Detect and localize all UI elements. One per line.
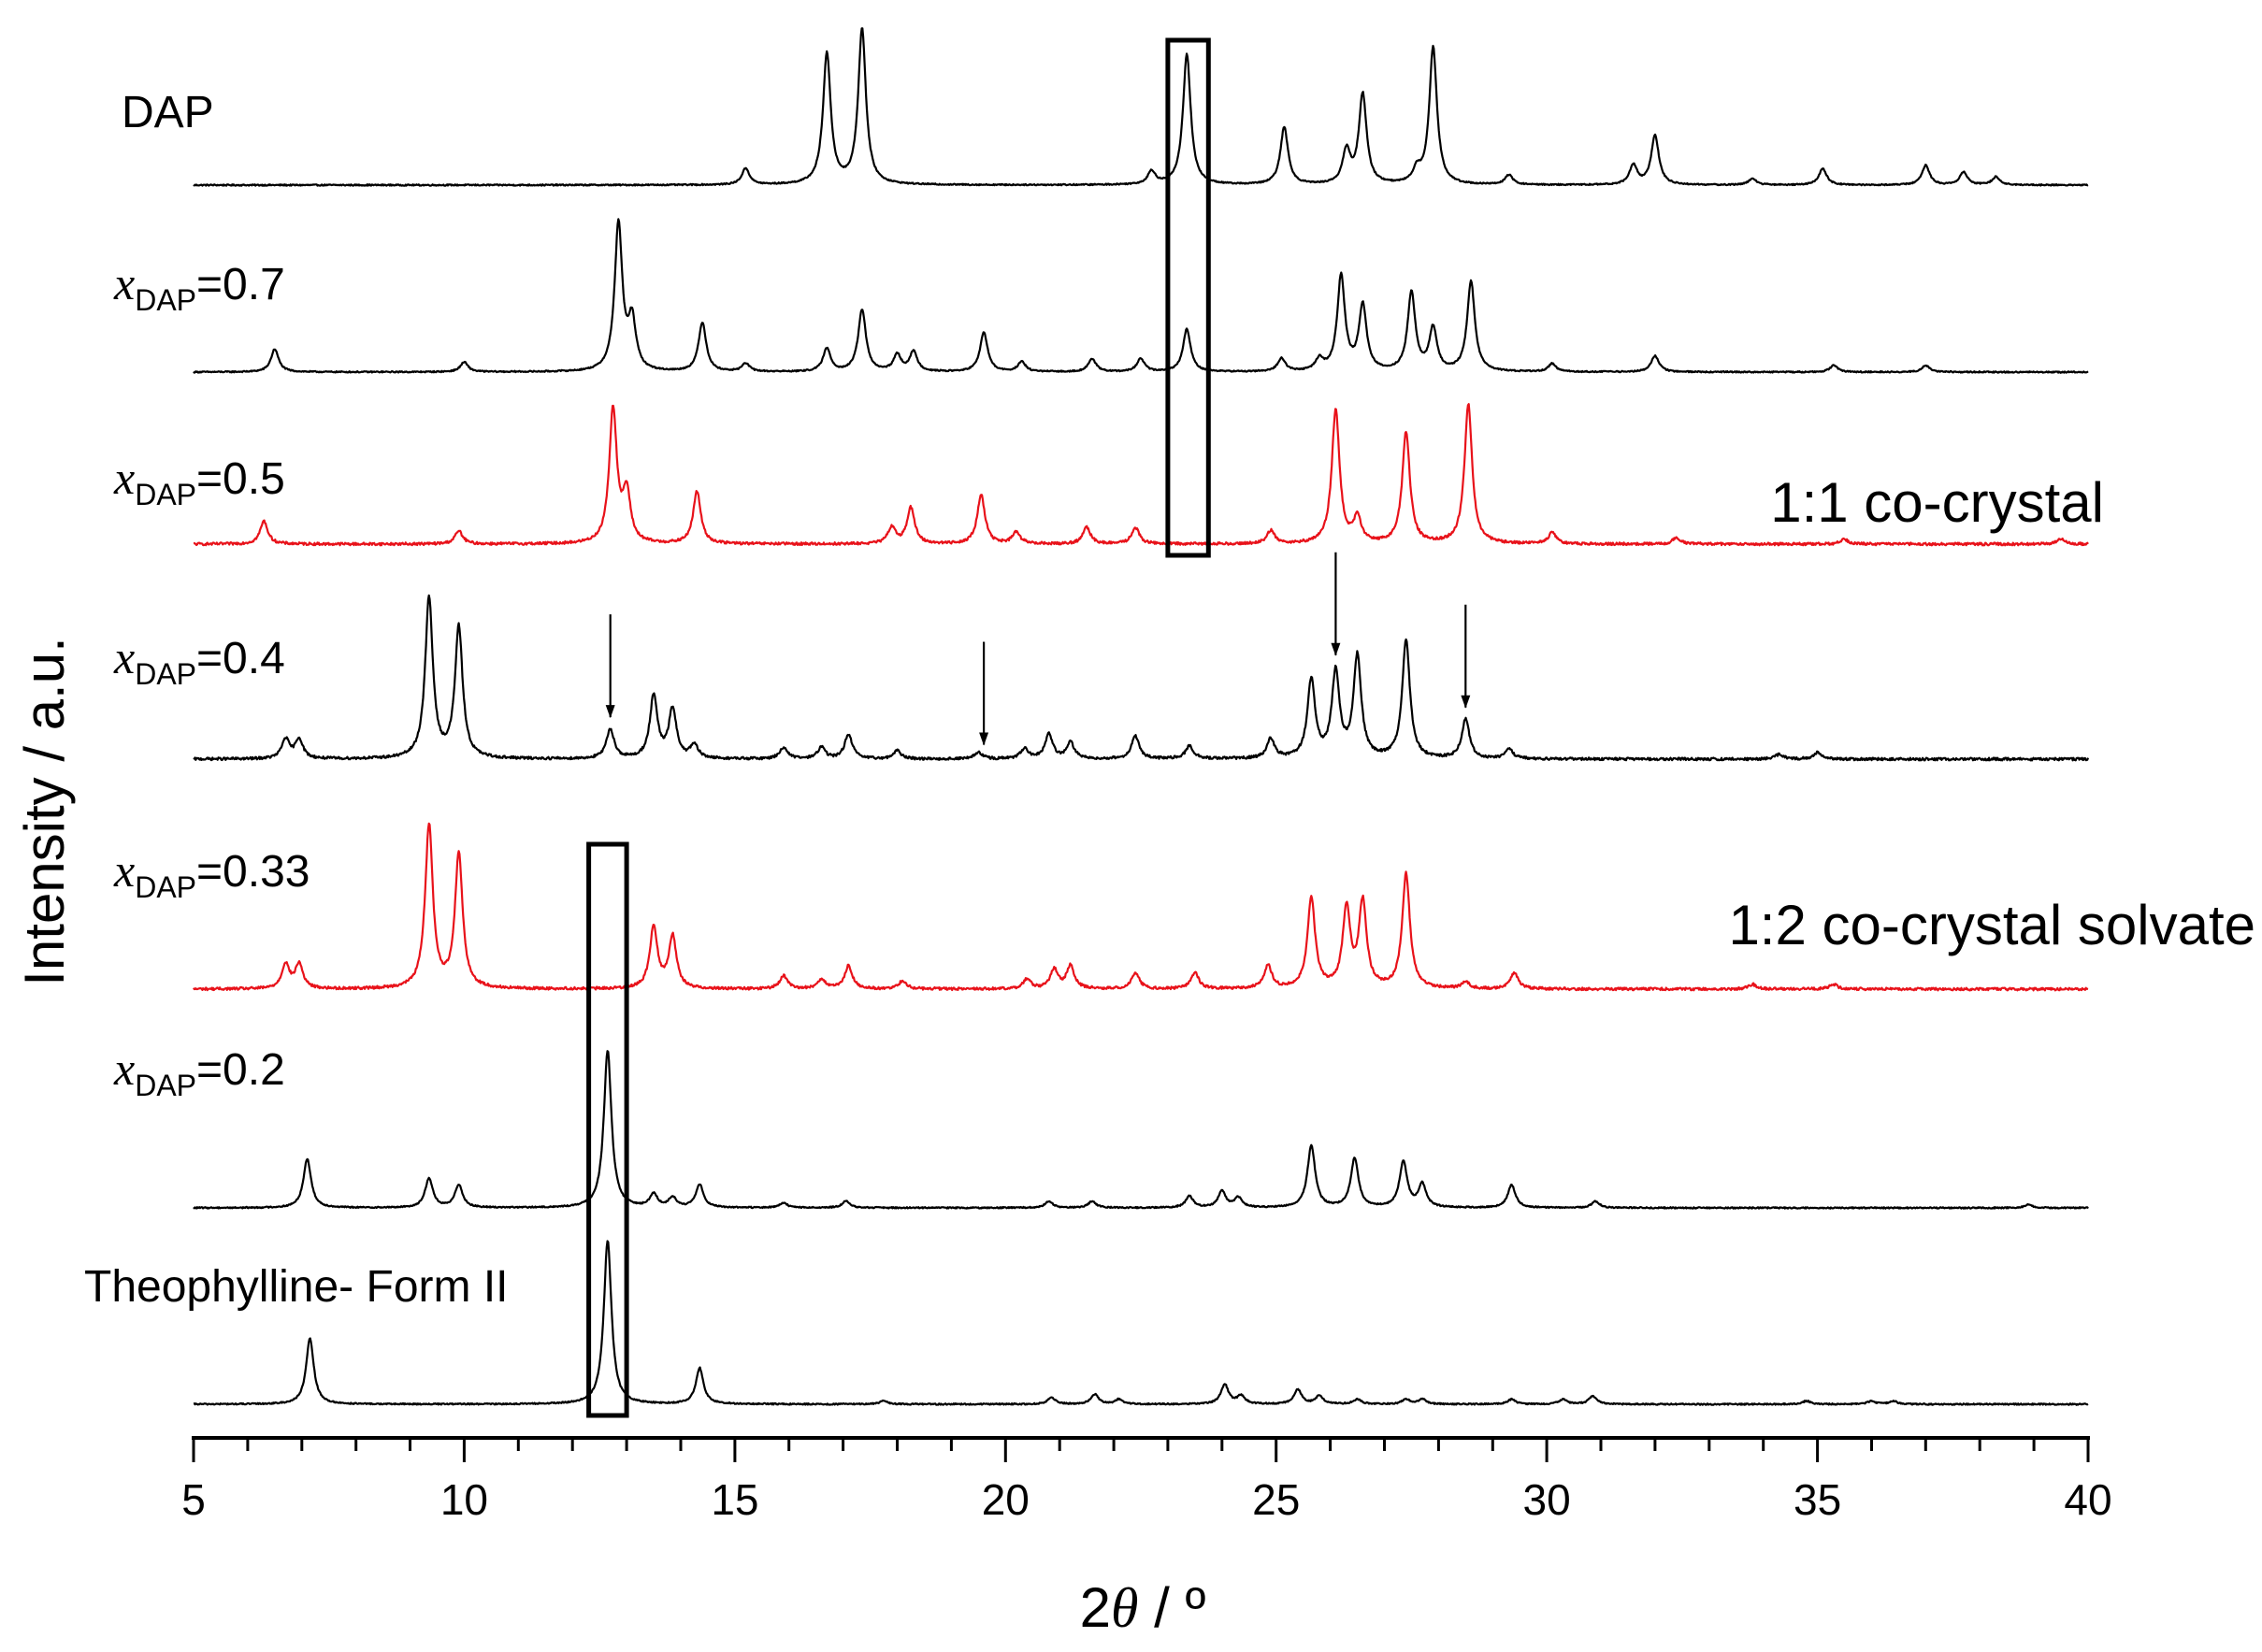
series-label: xDAP=0.2 [113,1042,285,1102]
x-tick-label: 5 [181,1475,206,1524]
series-label: Theophylline- Form II [84,1262,509,1312]
annotation-label: 1:1 co-crystal [1770,471,2104,534]
series-line [193,1240,2089,1406]
series-3 [193,403,2089,547]
series-label: xDAP=0.4 [113,631,285,691]
x-axis-title: 2θ / º [1080,1576,1206,1639]
series-line [193,822,2089,992]
x-tick-label: 35 [1794,1475,1841,1524]
arrow-layer [605,552,1471,746]
series-line [193,403,2089,547]
series-label: xDAP=0.5 [113,452,285,511]
x-tick-label: 30 [1523,1475,1571,1524]
series-7 [193,1240,2089,1406]
highlight-box [586,841,629,1418]
series-label: xDAP=0.33 [113,844,310,904]
series-line [193,1050,2089,1210]
series-line [193,218,2089,374]
series-label: xDAP=0.7 [113,257,285,317]
annotation-layer: 1:1 co-crystal 1:2 co-crystal solvate [1728,471,2255,956]
highlight-box [1165,37,1211,558]
x-tick-label: 15 [711,1475,758,1524]
series-2 [193,218,2089,374]
y-axis-title: Intensity / a.u. [13,637,76,986]
series-6 [193,1050,2089,1210]
series-label: DAP [122,88,214,137]
x-tick-label: 20 [982,1475,1030,1524]
series-5 [193,822,2089,992]
x-tick-label: 40 [2064,1475,2111,1524]
series-line [193,594,2090,762]
x-tick-label: 25 [1252,1475,1300,1524]
x-ticks: 5 10 15 20 25 30 35 40 [181,1438,2112,1524]
annotation-label: 1:2 co-crystal solvate [1728,894,2255,956]
series-4 [193,594,2090,762]
series-line [193,27,2089,187]
highlight-box-layer [586,37,1211,1418]
x-axis: 5 10 15 20 25 30 35 40 [181,1436,2112,1524]
series-label-layer: DAP xDAP=0.7 xDAP=0.5 xDAP=0.4 xDAP=0.33 xDAP… [84,88,509,1312]
x-tick-label: 10 [440,1475,488,1524]
series-1 [193,27,2089,187]
series-layer [193,27,2090,1406]
